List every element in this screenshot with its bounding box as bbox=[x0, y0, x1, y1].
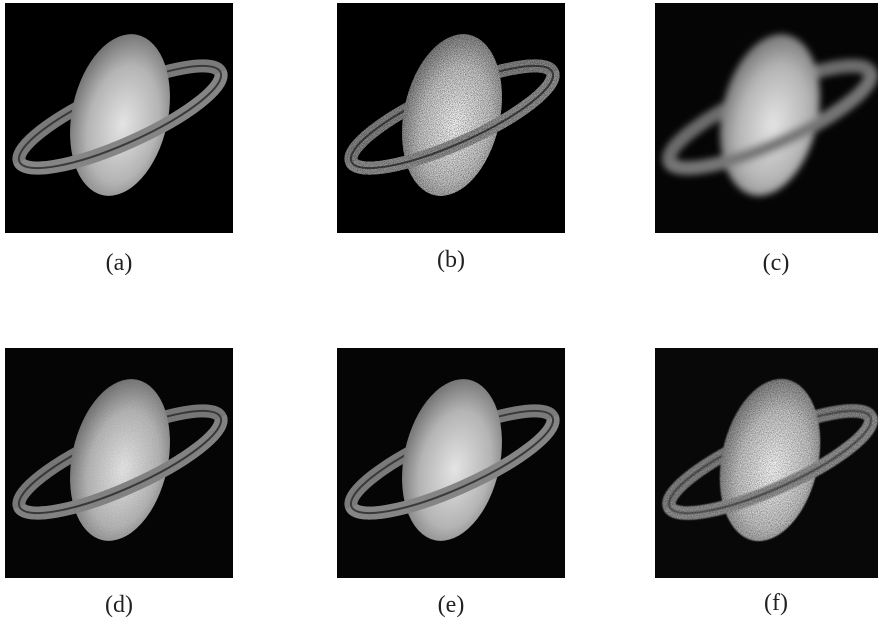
image-panel bbox=[337, 3, 565, 233]
image-panel bbox=[337, 348, 565, 578]
panel-label: (e) bbox=[438, 592, 465, 618]
panel-label: (b) bbox=[437, 247, 465, 273]
figure: (a) (b) (c) (d) (e) (f) bbox=[0, 0, 878, 626]
panel-label: (d) bbox=[105, 592, 133, 618]
panel-label: (a) bbox=[106, 250, 133, 276]
panel-label: (c) bbox=[763, 250, 790, 276]
panel-label: (f) bbox=[764, 590, 788, 616]
image-panel bbox=[5, 348, 233, 578]
image-panel bbox=[655, 3, 878, 233]
image-panel bbox=[655, 348, 878, 578]
image-panel bbox=[5, 3, 233, 233]
